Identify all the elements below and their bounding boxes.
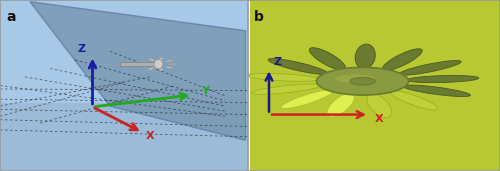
- Ellipse shape: [316, 67, 408, 95]
- Ellipse shape: [281, 90, 333, 109]
- Ellipse shape: [140, 65, 150, 67]
- Text: Z: Z: [274, 57, 282, 67]
- Ellipse shape: [140, 61, 150, 63]
- Ellipse shape: [154, 60, 163, 69]
- Bar: [250, 0, 500, 171]
- Ellipse shape: [310, 48, 346, 70]
- Ellipse shape: [148, 58, 155, 61]
- Polygon shape: [30, 2, 246, 140]
- Ellipse shape: [327, 93, 354, 117]
- Text: Z: Z: [78, 44, 86, 54]
- Bar: [120, 62, 156, 66]
- Ellipse shape: [165, 66, 173, 69]
- Ellipse shape: [390, 90, 438, 110]
- Ellipse shape: [367, 93, 392, 118]
- Ellipse shape: [400, 61, 461, 75]
- Ellipse shape: [406, 75, 479, 83]
- Ellipse shape: [165, 60, 173, 62]
- Text: X: X: [374, 114, 384, 124]
- Ellipse shape: [268, 59, 328, 74]
- Ellipse shape: [403, 85, 470, 96]
- Polygon shape: [0, 103, 248, 171]
- Text: b: b: [254, 10, 264, 24]
- Text: X: X: [146, 131, 154, 141]
- Bar: [0, 0, 248, 171]
- Ellipse shape: [355, 44, 376, 69]
- Ellipse shape: [382, 49, 422, 71]
- Ellipse shape: [350, 77, 375, 85]
- Ellipse shape: [167, 63, 178, 65]
- Text: Y: Y: [201, 86, 209, 96]
- Text: a: a: [6, 10, 16, 24]
- Ellipse shape: [336, 74, 374, 83]
- Ellipse shape: [158, 57, 163, 61]
- Ellipse shape: [158, 67, 163, 71]
- Ellipse shape: [148, 67, 155, 70]
- Ellipse shape: [252, 84, 321, 94]
- Ellipse shape: [247, 74, 319, 81]
